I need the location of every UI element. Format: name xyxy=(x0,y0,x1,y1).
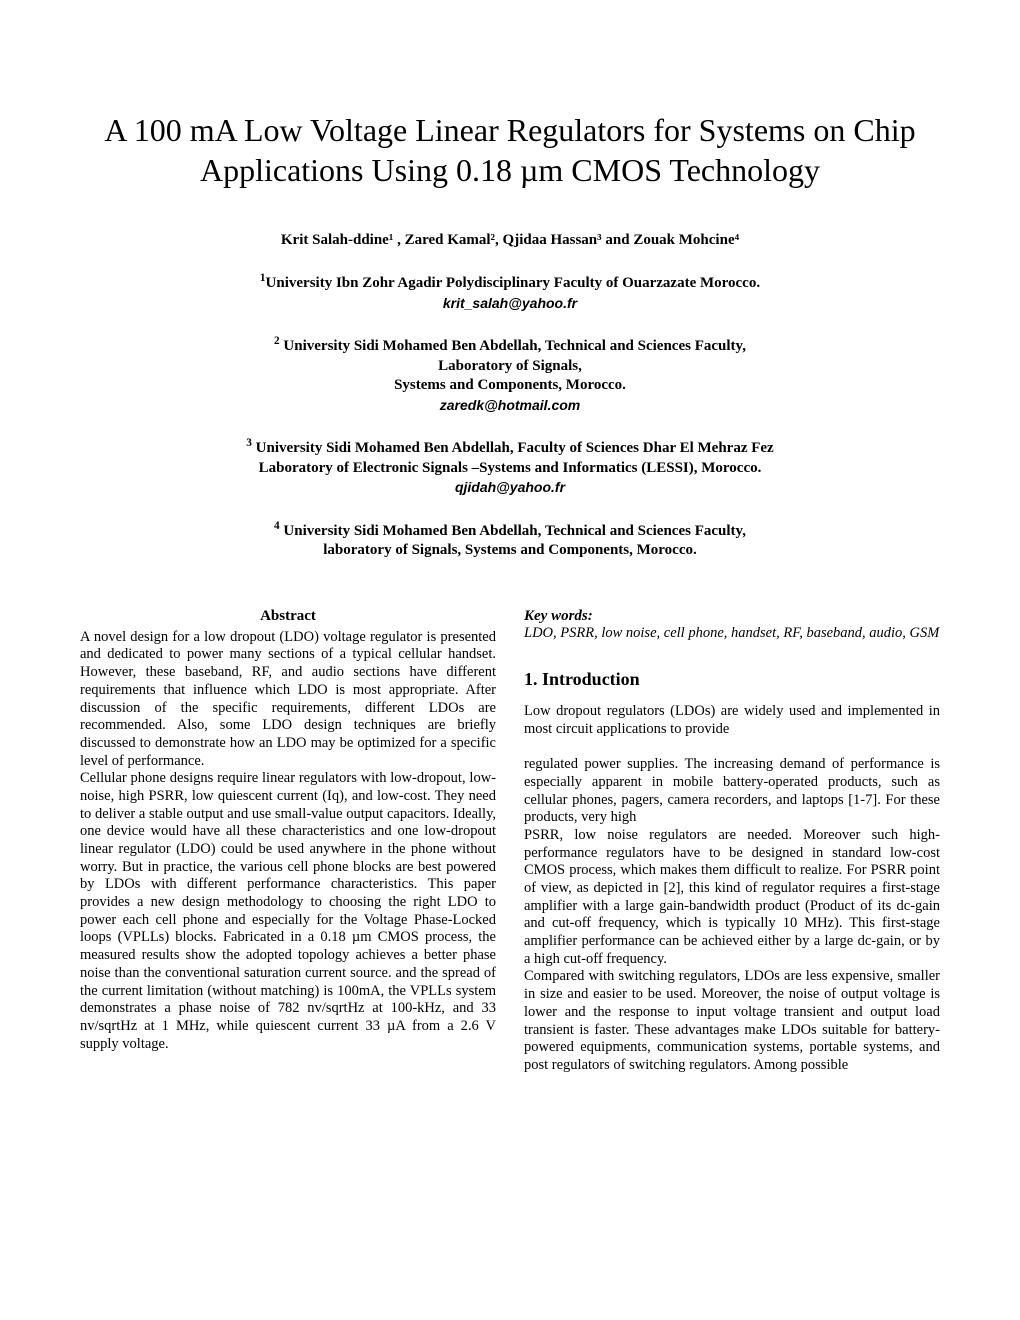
affil-email-1: krit_salah@yahoo.fr xyxy=(443,295,577,311)
affil-email-2: zaredk@hotmail.com xyxy=(440,397,580,413)
abstract-para-1: A novel design for a low dropout (LDO) v… xyxy=(80,629,496,771)
affil-text-3b: Laboratory of Electronic Signals –System… xyxy=(259,460,762,476)
affil-text-2b: Laboratory of Signals, xyxy=(438,358,582,374)
intro-para-4: Compared with switching regulators, LDOs… xyxy=(524,968,940,1074)
affil-email-3: qjidah@yahoo.fr xyxy=(455,479,565,495)
intro-para-2: regulated power supplies. The increasing… xyxy=(524,756,940,827)
affiliation-2: 2 University Sidi Mohamed Ben Abdellah, … xyxy=(80,334,940,416)
paper-title: A 100 mA Low Voltage Linear Regulators f… xyxy=(80,110,940,190)
affil-sup-4: 4 xyxy=(274,520,280,532)
left-column: Abstract A novel design for a low dropou… xyxy=(80,607,496,1075)
abstract-heading: Abstract xyxy=(80,607,496,625)
keywords-body: LDO, PSRR, low noise, cell phone, handse… xyxy=(524,625,939,641)
abstract-para-2: Cellular phone designs require linear re… xyxy=(80,770,496,1053)
authors-line: Krit Salah-ddine¹ , Zared Kamal², Qjidaa… xyxy=(80,232,940,249)
affil-sup-3: 3 xyxy=(246,437,252,449)
affiliation-1: 1University Ibn Zohr Agadir Polydiscipli… xyxy=(80,271,940,314)
keywords-heading: Key words: xyxy=(524,608,593,624)
affil-sup-2: 2 xyxy=(274,335,280,347)
affiliation-3: 3 University Sidi Mohamed Ben Abdellah, … xyxy=(80,436,940,499)
affil-text-4b: laboratory of Signals, Systems and Compo… xyxy=(323,542,696,558)
affil-text-1: University Ibn Zohr Agadir Polydisciplin… xyxy=(266,275,761,291)
paragraph-gap xyxy=(524,738,940,756)
intro-para-3: PSRR, low noise regulators are needed. M… xyxy=(524,827,940,969)
affil-text-2a: University Sidi Mohamed Ben Abdellah, Te… xyxy=(283,338,746,354)
two-column-body: Abstract A novel design for a low dropou… xyxy=(80,607,940,1075)
intro-heading: 1. Introduction xyxy=(524,669,940,691)
right-column: Key words: LDO, PSRR, low noise, cell ph… xyxy=(524,607,940,1075)
intro-para-1: Low dropout regulators (LDOs) are widely… xyxy=(524,703,940,738)
affil-text-4a: University Sidi Mohamed Ben Abdellah, Te… xyxy=(283,523,746,539)
affiliation-4: 4 University Sidi Mohamed Ben Abdellah, … xyxy=(80,519,940,561)
affil-text-2c: Systems and Components, Morocco. xyxy=(394,377,626,393)
keywords-block: Key words: LDO, PSRR, low noise, cell ph… xyxy=(524,607,940,643)
affil-text-3a: University Sidi Mohamed Ben Abdellah, Fa… xyxy=(256,440,774,456)
